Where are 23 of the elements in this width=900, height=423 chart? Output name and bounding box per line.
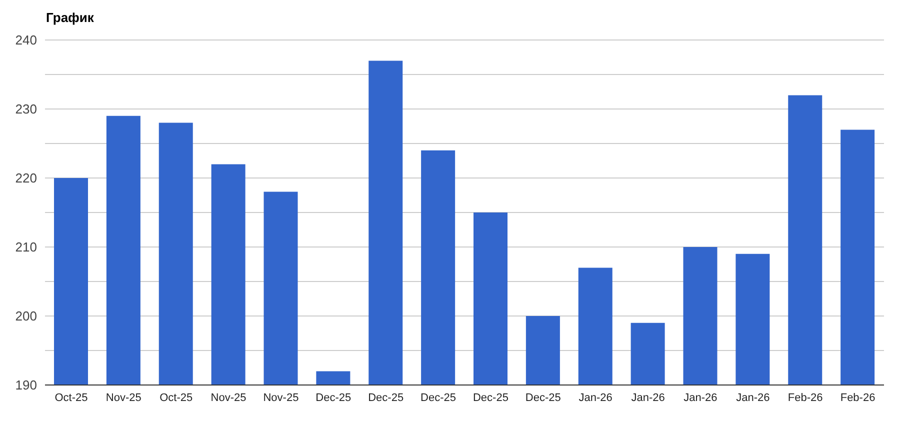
y-tick-label: 230 bbox=[15, 102, 37, 117]
x-tick-label: Jan-26 bbox=[736, 392, 770, 404]
y-tick-label: 240 bbox=[15, 32, 37, 48]
x-tick-label: Jan-26 bbox=[684, 392, 718, 404]
x-tick-label: Jan-26 bbox=[578, 392, 612, 404]
y-tick-label: 210 bbox=[15, 240, 37, 255]
x-tick-label: Jan-26 bbox=[631, 392, 665, 404]
x-tick-label: Oct-25 bbox=[160, 392, 193, 404]
x-tick-label: Dec-25 bbox=[525, 392, 561, 404]
x-tick-label: Dec-25 bbox=[368, 392, 404, 404]
x-tick-label: Feb-26 bbox=[788, 392, 823, 404]
x-tick-label: Nov-25 bbox=[210, 392, 246, 404]
x-tick-label: Oct-25 bbox=[54, 392, 88, 404]
y-tick-label: 200 bbox=[15, 308, 37, 324]
x-tick-label: Nov-25 bbox=[263, 392, 299, 404]
y-tick-label: 190 bbox=[15, 378, 37, 393]
y-tick-label: 220 bbox=[15, 170, 37, 186]
chart-title: График bbox=[46, 10, 94, 25]
x-tick-label: Nov-25 bbox=[106, 392, 142, 404]
x-tick-label: Dec-25 bbox=[472, 392, 508, 404]
x-tick-label: Dec-25 bbox=[316, 392, 352, 404]
x-tick-label: Dec-25 bbox=[420, 392, 456, 404]
x-tick-label: Feb-26 bbox=[840, 392, 876, 404]
